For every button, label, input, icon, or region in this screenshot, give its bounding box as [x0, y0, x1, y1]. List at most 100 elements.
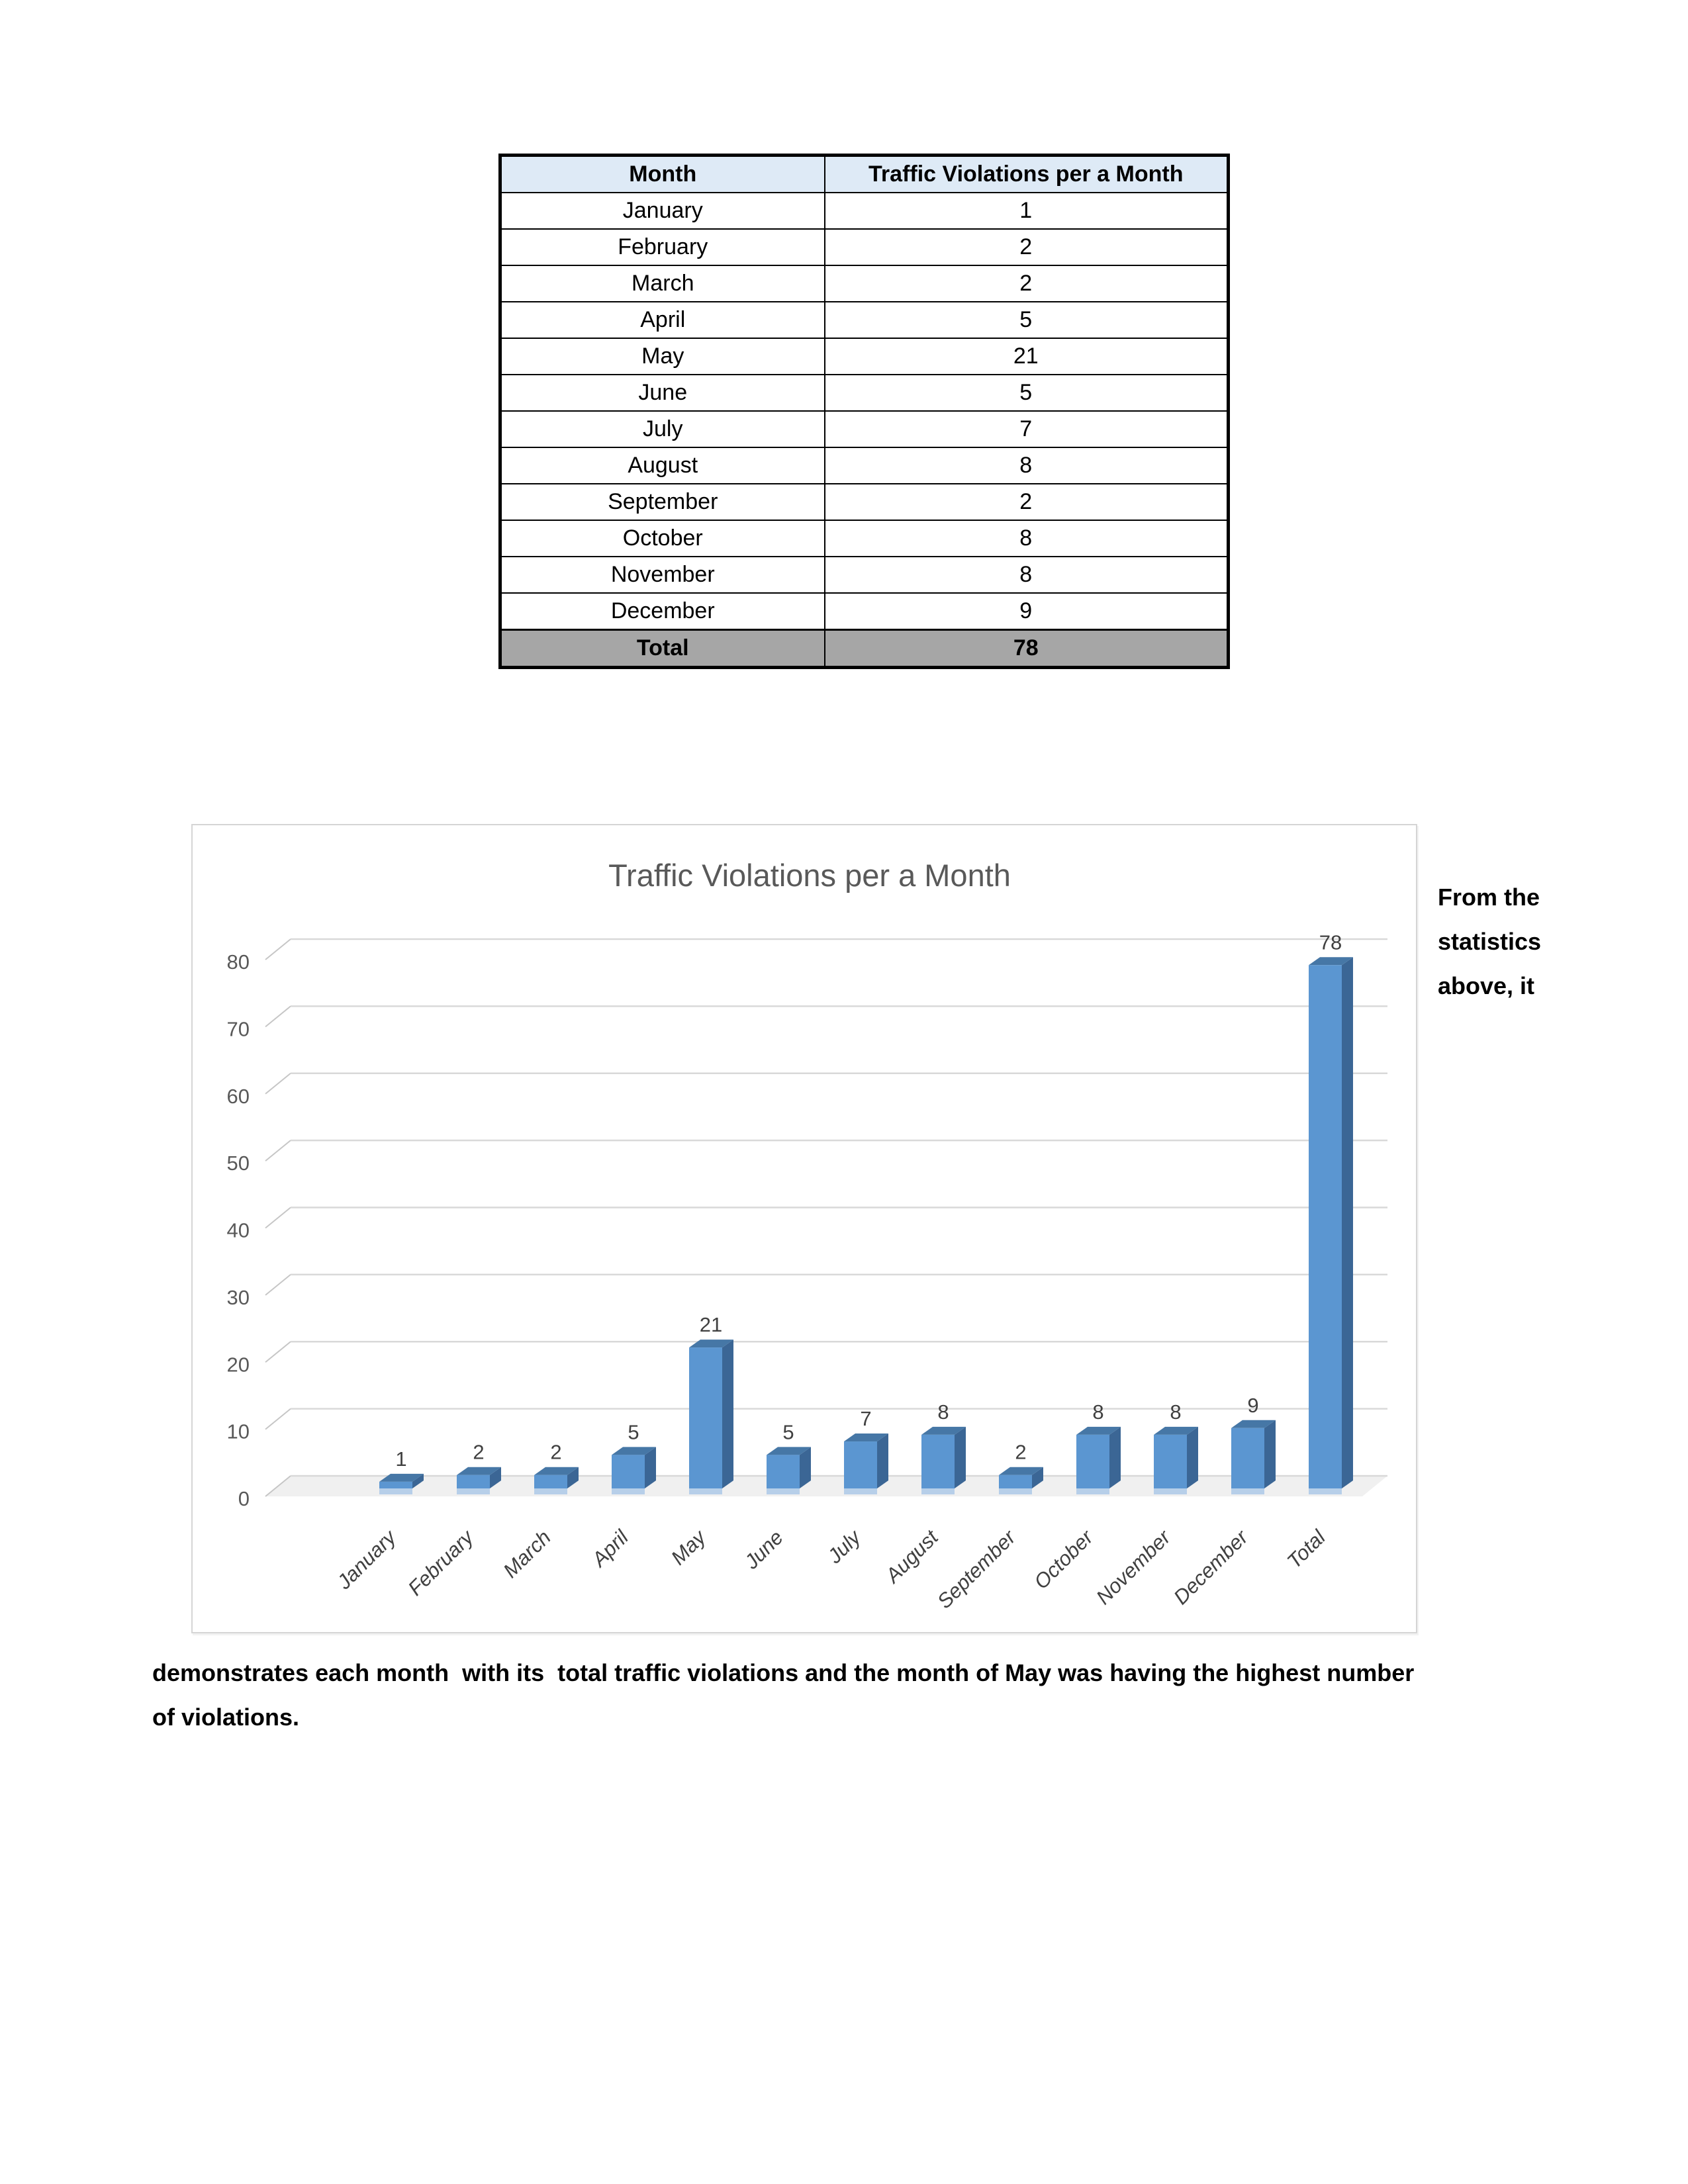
- category-label: January: [332, 1524, 402, 1594]
- gridline-diagonal: [265, 938, 291, 960]
- category-label: February: [403, 1524, 479, 1600]
- total-row: Total 78: [499, 629, 1229, 668]
- y-tick-label: 60: [227, 1085, 250, 1108]
- month-cell: March: [499, 265, 825, 302]
- value-cell: 8: [823, 447, 1229, 484]
- value-cell: 7: [823, 410, 1229, 448]
- month-cell: July: [499, 410, 825, 448]
- bar-top-face: [612, 1447, 656, 1455]
- month-cell: February: [499, 228, 825, 266]
- gridline-diagonal: [265, 1408, 291, 1430]
- gridline-diagonal: [265, 1274, 291, 1296]
- bar-side-face: [955, 1426, 966, 1488]
- month-cell: October: [499, 520, 825, 557]
- bar: [1154, 1434, 1187, 1488]
- bar-data-label: 2: [473, 1441, 484, 1464]
- chart-frame: Traffic Violations per a Month 0 10 20 30 40 5…: [191, 824, 1417, 1633]
- table-row: October 8: [499, 520, 1229, 557]
- bar-data-label: 9: [1247, 1394, 1258, 1417]
- bar-base-sliver: [534, 1488, 567, 1494]
- bar-base-sliver: [844, 1488, 877, 1494]
- bar-top-face: [1309, 957, 1353, 966]
- bar-base-sliver: [379, 1488, 412, 1494]
- category-label: June: [739, 1525, 788, 1574]
- bar-base-sliver: [457, 1488, 490, 1494]
- gridline-diagonal: [265, 1140, 291, 1161]
- table-row: April 5: [499, 301, 1229, 339]
- bar-side-face: [1342, 957, 1353, 1488]
- bar-top-face: [457, 1467, 501, 1475]
- bar-top-face: [999, 1467, 1043, 1475]
- month-cell: May: [499, 338, 825, 375]
- value-cell: 8: [823, 520, 1229, 557]
- value-cell: 5: [823, 301, 1229, 339]
- category-label: August: [880, 1525, 943, 1588]
- table-row: February 2: [499, 228, 1229, 266]
- y-tick-label: 40: [227, 1219, 250, 1242]
- bar-top-face: [1076, 1426, 1121, 1435]
- table-body: January 1 February 2 March 2 April 5 May 21 June 5 J…: [499, 192, 1229, 631]
- bar-side-face: [800, 1447, 811, 1488]
- bar-data-label: 7: [860, 1407, 871, 1430]
- bar-base-sliver: [1154, 1488, 1187, 1494]
- table-row: May 21: [499, 338, 1229, 375]
- bar-base-sliver: [612, 1488, 645, 1494]
- bar-side-face: [412, 1473, 424, 1488]
- category-label: April: [586, 1525, 633, 1572]
- bar-data-label: 8: [1170, 1400, 1181, 1424]
- table-row: June 5: [499, 374, 1229, 412]
- bar: [1309, 965, 1342, 1488]
- category-label: November: [1092, 1525, 1176, 1609]
- bar-top-face: [534, 1467, 579, 1475]
- chart-svg: Traffic Violations per a Month 0 10 20 30 40 5…: [227, 858, 1387, 1613]
- paragraph-bottom-fragment: demonstrates each month with its total t…: [152, 1659, 1421, 1731]
- bar: [457, 1475, 490, 1488]
- violations-table: Month Traffic Violations per a Month Jan…: [498, 154, 1230, 669]
- bar: [379, 1481, 412, 1488]
- bar-side-face: [567, 1467, 579, 1488]
- value-cell: 8: [823, 556, 1229, 594]
- table-row: January 1: [499, 192, 1229, 230]
- bar-side-face: [1109, 1426, 1121, 1488]
- bar: [921, 1434, 955, 1488]
- bar-data-label: 5: [628, 1420, 639, 1443]
- category-label: July: [823, 1524, 867, 1568]
- bar-base-sliver: [1231, 1488, 1264, 1494]
- category-label: March: [498, 1525, 555, 1582]
- bar-top-face: [921, 1426, 966, 1435]
- bar-base-sliver: [999, 1488, 1032, 1494]
- bar-side-face: [1187, 1426, 1198, 1488]
- bar-side-face: [877, 1433, 888, 1488]
- bar-side-face: [1032, 1467, 1043, 1488]
- table-row: August 8: [499, 447, 1229, 484]
- bar-base-sliver: [689, 1488, 722, 1494]
- month-cell: August: [499, 447, 825, 484]
- bar-side-face: [645, 1447, 656, 1488]
- bar-top-face: [379, 1473, 424, 1482]
- bar-side-face: [490, 1467, 501, 1488]
- bar: [1076, 1434, 1109, 1488]
- bar-side-face: [1264, 1420, 1276, 1488]
- month-cell: April: [499, 301, 825, 339]
- bar-top-face: [1154, 1426, 1198, 1435]
- total-value-cell: 78: [823, 629, 1229, 668]
- month-cell: November: [499, 556, 825, 594]
- category-label: September: [933, 1525, 1021, 1613]
- gridline-diagonal: [265, 1005, 291, 1028]
- bar-data-label: 2: [1015, 1441, 1026, 1464]
- paragraph-right-fragment: From the statistics above, it: [1438, 884, 1542, 999]
- bar-data-label: 2: [550, 1441, 561, 1464]
- bar-base-sliver: [1076, 1488, 1109, 1494]
- gridline-diagonal: [265, 1072, 291, 1095]
- value-cell: 5: [823, 374, 1229, 412]
- category-label: May: [667, 1524, 712, 1569]
- bar-data-label: 8: [937, 1400, 949, 1424]
- bar: [612, 1455, 645, 1488]
- bar-top-face: [689, 1340, 733, 1348]
- table-row: December 9: [499, 592, 1229, 631]
- value-cell: 2: [823, 265, 1229, 302]
- chart-floor: [265, 1476, 1387, 1496]
- bar-base-sliver: [1309, 1488, 1342, 1494]
- month-cell: December: [499, 592, 825, 631]
